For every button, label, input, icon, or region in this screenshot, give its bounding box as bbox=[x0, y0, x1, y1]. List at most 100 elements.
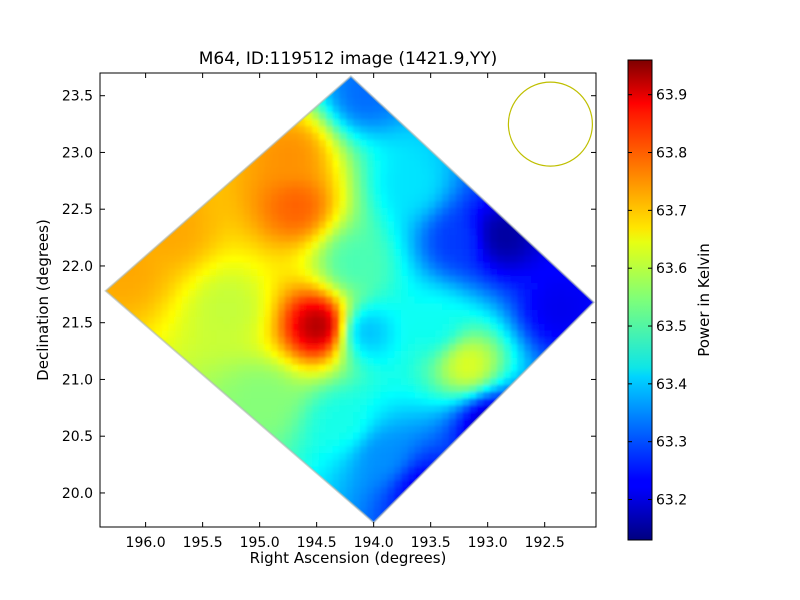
heatmap-cell bbox=[264, 479, 272, 488]
heatmap-cell bbox=[366, 281, 375, 290]
heatmap-cell bbox=[291, 397, 300, 406]
heatmap-cell bbox=[202, 213, 211, 222]
heatmap-cell bbox=[291, 227, 300, 236]
heatmap-cell bbox=[325, 370, 334, 379]
heatmap-cell bbox=[318, 329, 327, 338]
heatmap-cell bbox=[373, 206, 382, 215]
heatmap-cell bbox=[106, 493, 115, 501]
heatmap-cell bbox=[141, 254, 149, 263]
heatmap-cell bbox=[462, 329, 471, 338]
heatmap-cell bbox=[531, 76, 539, 79]
heatmap-cell bbox=[476, 513, 485, 522]
heatmap-cell bbox=[250, 438, 259, 447]
heatmap-cell bbox=[360, 132, 368, 140]
heatmap-cell bbox=[496, 363, 505, 372]
heatmap-cell bbox=[490, 309, 498, 317]
heatmap-cell bbox=[394, 288, 402, 297]
heatmap-cell bbox=[147, 438, 156, 447]
heatmap-cell bbox=[113, 159, 122, 168]
heatmap-cell bbox=[264, 91, 272, 99]
heatmap-cell bbox=[387, 179, 396, 188]
heatmap-cell bbox=[147, 513, 156, 522]
heatmap-cell bbox=[284, 247, 293, 256]
heatmap-cell bbox=[284, 220, 293, 229]
heatmap-cell bbox=[558, 275, 567, 283]
heatmap-cell bbox=[380, 206, 389, 215]
heatmap-cell bbox=[544, 186, 553, 195]
heatmap-cell bbox=[496, 486, 505, 494]
heatmap-cell bbox=[537, 295, 546, 304]
heatmap-cell bbox=[202, 418, 211, 426]
heatmap-cell bbox=[230, 302, 238, 311]
heatmap-cell bbox=[387, 234, 396, 242]
heatmap-cell bbox=[161, 513, 170, 522]
heatmap-cell bbox=[120, 172, 129, 181]
heatmap-cell bbox=[230, 193, 238, 202]
chart-title: M64, ID:119512 image (1421.9,YY) bbox=[199, 49, 498, 69]
heatmap-cell bbox=[195, 431, 204, 440]
heatmap-cell bbox=[490, 370, 498, 379]
heatmap-cell bbox=[353, 247, 361, 256]
heatmap-cell bbox=[223, 227, 231, 236]
heatmap-cell bbox=[257, 390, 266, 399]
heatmap-cell bbox=[565, 138, 573, 147]
heatmap-cell bbox=[120, 349, 129, 358]
heatmap-cell bbox=[209, 404, 218, 413]
heatmap-cell bbox=[544, 166, 553, 174]
heatmap-cell bbox=[216, 356, 225, 365]
heatmap-cell bbox=[236, 309, 245, 317]
heatmap-cell bbox=[175, 493, 184, 501]
heatmap-cell bbox=[325, 125, 334, 133]
heatmap-cell bbox=[332, 281, 341, 290]
heatmap-cell bbox=[298, 166, 307, 174]
heatmap-cell bbox=[421, 125, 430, 133]
heatmap-cell bbox=[510, 493, 519, 501]
heatmap-cell bbox=[264, 363, 272, 372]
heatmap-cell bbox=[380, 132, 389, 140]
heatmap-cell bbox=[106, 104, 115, 113]
heatmap-cell bbox=[483, 493, 491, 501]
heatmap-cell bbox=[236, 506, 245, 515]
heatmap-cell bbox=[325, 206, 334, 215]
heatmap-cell bbox=[147, 418, 156, 426]
heatmap-cell bbox=[113, 247, 122, 256]
heatmap-cell bbox=[216, 370, 225, 379]
heatmap-cell bbox=[524, 356, 532, 365]
heatmap-cell bbox=[578, 336, 587, 345]
heatmap-cell bbox=[257, 193, 266, 202]
heatmap-cell bbox=[455, 465, 464, 474]
heatmap-cell bbox=[175, 84, 184, 93]
heatmap-cell bbox=[332, 315, 341, 324]
heatmap-cell bbox=[373, 404, 382, 413]
heatmap-cell bbox=[578, 363, 587, 372]
heatmap-cell bbox=[134, 76, 142, 79]
heatmap-cell bbox=[442, 261, 450, 270]
heatmap-cell bbox=[387, 261, 396, 270]
heatmap-cell bbox=[161, 247, 170, 256]
heatmap-cell bbox=[435, 84, 443, 93]
heatmap-cell bbox=[448, 390, 457, 399]
heatmap-cell bbox=[517, 138, 526, 147]
heatmap-cell bbox=[168, 397, 177, 406]
heatmap-cell bbox=[585, 370, 594, 379]
heatmap-cell bbox=[105, 499, 108, 508]
heatmap-cell bbox=[318, 234, 327, 242]
heatmap-cell bbox=[318, 261, 327, 270]
heatmap-cell bbox=[325, 329, 334, 338]
heatmap-cell bbox=[435, 336, 443, 345]
heatmap-cell bbox=[216, 404, 225, 413]
heatmap-cell bbox=[483, 84, 491, 93]
heatmap-cell bbox=[599, 398, 607, 406]
heatmap-cell bbox=[154, 213, 163, 222]
heatmap-cell bbox=[380, 84, 389, 93]
heatmap-cell bbox=[271, 486, 279, 494]
heatmap-cell bbox=[462, 152, 471, 161]
heatmap-cell bbox=[455, 118, 464, 127]
heatmap-cell bbox=[442, 241, 450, 249]
heatmap-cell bbox=[483, 309, 491, 317]
heatmap-cell bbox=[284, 213, 293, 222]
heatmap-cell bbox=[387, 220, 396, 229]
heatmap-cell bbox=[106, 349, 115, 358]
heatmap-cell bbox=[360, 186, 368, 195]
heatmap-cell bbox=[448, 486, 457, 494]
